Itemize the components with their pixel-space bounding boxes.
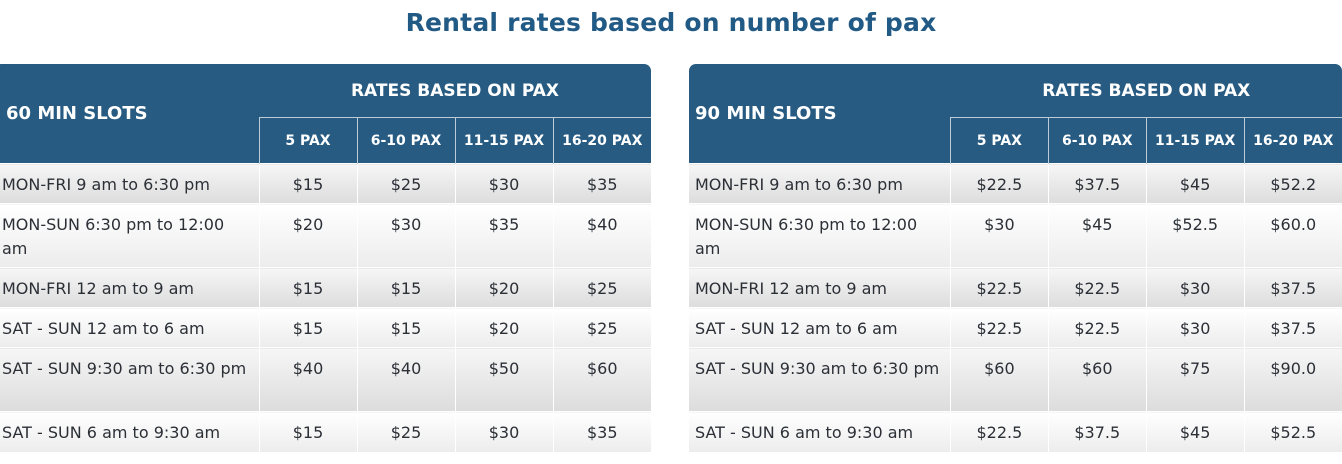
rate-cell: $40 (258, 347, 357, 412)
rate-cell: $30 (454, 163, 553, 204)
rate-cell: $20 (258, 203, 357, 268)
table-row: SAT - SUN 6 am to 9:30 am $15 $25 $30 $3… (0, 411, 651, 452)
rate-table-90-min: 90 MIN SLOTS RATES BASED ON PAX 5 PAX 6-… (689, 64, 1342, 452)
rate-cell: $25 (552, 307, 651, 348)
page-title: Rental rates based on number of pax (405, 8, 937, 37)
rate-cell: $15 (356, 267, 455, 308)
pax-header: 5 PAX (949, 117, 1049, 164)
rate-cell: $22.5 (949, 163, 1049, 204)
rate-cell: $15 (258, 307, 357, 348)
rate-cell: $45 (1145, 411, 1245, 452)
time-slot-cell: MON-SUN 6:30 pm to 12:00 am (0, 203, 259, 268)
table-row: SAT - SUN 12 am to 6 am $15 $15 $20 $25 (0, 307, 651, 348)
rate-cell: $90.0 (1243, 347, 1342, 412)
rate-cell: $37.5 (1047, 411, 1147, 452)
table-row: MON-SUN 6:30 pm to 12:00 am $30 $45 $52.… (689, 203, 1342, 268)
rate-cell: $37.5 (1243, 307, 1342, 348)
table-row: MON-FRI 9 am to 6:30 pm $22.5 $37.5 $45 … (689, 163, 1342, 204)
pax-header: 16-20 PAX (552, 117, 651, 164)
time-slot-cell: MON-FRI 12 am to 9 am (689, 267, 951, 308)
rate-cell: $30 (454, 411, 553, 452)
time-slot-cell: SAT - SUN 9:30 am to 6:30 pm (0, 347, 259, 412)
time-slot-cell: SAT - SUN 6 am to 9:30 am (0, 411, 259, 452)
rate-cell: $60 (949, 347, 1049, 412)
time-slot-cell: SAT - SUN 12 am to 6 am (689, 307, 951, 348)
rate-cell: $30 (949, 203, 1049, 268)
slot-column-header: 90 MIN SLOTS (689, 64, 951, 164)
rate-cell: $37.5 (1047, 163, 1147, 204)
rate-cell: $15 (356, 307, 455, 348)
rate-cell: $30 (1145, 267, 1245, 308)
rate-cell: $60 (552, 347, 651, 412)
rate-cell: $15 (258, 267, 357, 308)
rate-cell: $22.5 (1047, 267, 1147, 308)
rate-cell: $30 (1145, 307, 1245, 348)
rate-cell: $15 (258, 411, 357, 452)
pax-header: 6-10 PAX (356, 117, 455, 164)
rate-cell: $52.5 (1145, 203, 1245, 268)
rate-cell: $45 (1047, 203, 1147, 268)
table-row: MON-SUN 6:30 pm to 12:00 am $20 $30 $35 … (0, 203, 651, 268)
rate-cell: $20 (454, 307, 553, 348)
pax-header: 11-15 PAX (1145, 117, 1245, 164)
rate-cell: $22.5 (949, 307, 1049, 348)
rate-cell: $25 (356, 411, 455, 452)
rate-cell: $40 (356, 347, 455, 412)
time-slot-cell: SAT - SUN 9:30 am to 6:30 pm (689, 347, 951, 412)
time-slot-cell: MON-FRI 9 am to 6:30 pm (689, 163, 951, 204)
rate-cell: $22.5 (949, 411, 1049, 452)
rate-cell: $52.5 (1243, 411, 1342, 452)
rate-cell: $45 (1145, 163, 1245, 204)
table-row: SAT - SUN 6 am to 9:30 am $22.5 $37.5 $4… (689, 411, 1342, 452)
rate-cell: $15 (258, 163, 357, 204)
rate-cell: $35 (552, 411, 651, 452)
table-row: MON-FRI 12 am to 9 am $15 $15 $20 $25 (0, 267, 651, 308)
rate-cell: $22.5 (949, 267, 1049, 308)
rate-cell: $37.5 (1243, 267, 1342, 308)
time-slot-cell: MON-FRI 12 am to 9 am (0, 267, 259, 308)
time-slot-cell: MON-FRI 9 am to 6:30 pm (0, 163, 259, 204)
pax-header: 6-10 PAX (1047, 117, 1147, 164)
rate-cell: $60 (1047, 347, 1147, 412)
rate-cell: $30 (356, 203, 455, 268)
rate-cell: $22.5 (1047, 307, 1147, 348)
rate-cell: $25 (552, 267, 651, 308)
table-row: MON-FRI 12 am to 9 am $22.5 $22.5 $30 $3… (689, 267, 1342, 308)
time-slot-cell: SAT - SUN 12 am to 6 am (0, 307, 259, 348)
rate-cell: $20 (454, 267, 553, 308)
rate-cell: $35 (552, 163, 651, 204)
rate-cell: $25 (356, 163, 455, 204)
pax-header: 5 PAX (258, 117, 357, 164)
table-row: SAT - SUN 12 am to 6 am $22.5 $22.5 $30 … (689, 307, 1342, 348)
pax-header: 11-15 PAX (454, 117, 553, 164)
table-row: MON-FRI 9 am to 6:30 pm $15 $25 $30 $35 (0, 163, 651, 204)
rate-cell: $35 (454, 203, 553, 268)
rates-group-header: RATES BASED ON PAX (259, 64, 651, 118)
rate-cell: $40 (552, 203, 651, 268)
table-row: SAT - SUN 9:30 am to 6:30 pm $60 $60 $75… (689, 347, 1342, 412)
rate-table-60-min: 60 MIN SLOTS RATES BASED ON PAX 5 PAX 6-… (0, 64, 651, 452)
time-slot-cell: MON-SUN 6:30 pm to 12:00 am (689, 203, 951, 268)
rate-cell: $75 (1145, 347, 1245, 412)
rate-cell: $52.2 (1243, 163, 1342, 204)
rate-cell: $50 (454, 347, 553, 412)
table-row: SAT - SUN 9:30 am to 6:30 pm $40 $40 $50… (0, 347, 651, 412)
slot-column-header: 60 MIN SLOTS (0, 64, 259, 164)
rate-cell: $60.0 (1243, 203, 1342, 268)
pax-header: 16-20 PAX (1243, 117, 1342, 164)
rates-group-header: RATES BASED ON PAX (950, 64, 1342, 118)
time-slot-cell: SAT - SUN 6 am to 9:30 am (689, 411, 951, 452)
